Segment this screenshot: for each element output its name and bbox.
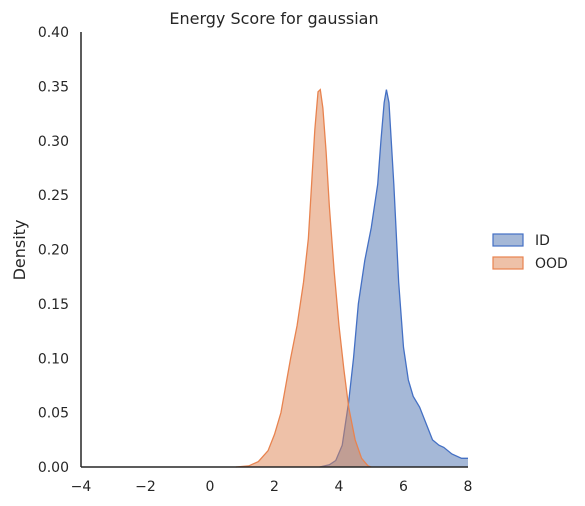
x-tick-label: −2 [135, 479, 156, 495]
legend-label-id: ID [535, 233, 550, 249]
plot-area [236, 90, 468, 467]
legend-swatch-id [493, 234, 523, 246]
y-tick-label: 0.15 [38, 297, 69, 313]
x-tick-label: 0 [206, 479, 215, 495]
chart-title: Energy Score for gaussian [169, 9, 378, 28]
y-tick-label: 0.40 [38, 25, 69, 41]
y-tick-label: 0.30 [38, 134, 69, 150]
legend: ID OOD [493, 233, 568, 272]
legend-label-ood: OOD [535, 256, 568, 272]
x-tick-label: 6 [399, 479, 408, 495]
legend-swatch-ood [493, 257, 523, 269]
x-tick-label: 4 [335, 479, 344, 495]
y-tick-label: 0.10 [38, 351, 69, 367]
x-tick-label: −4 [71, 479, 92, 495]
x-tick-label: 2 [270, 479, 279, 495]
y-tick-label: 0.20 [38, 243, 69, 259]
y-tick-label: 0.05 [38, 406, 69, 422]
y-tick-label: 0.35 [38, 79, 69, 95]
y-axis-label: Density [10, 220, 29, 281]
y-tick-label: 0.25 [38, 188, 69, 204]
y-tick-label: 0.00 [38, 460, 69, 476]
x-tick-label: 8 [464, 479, 473, 495]
